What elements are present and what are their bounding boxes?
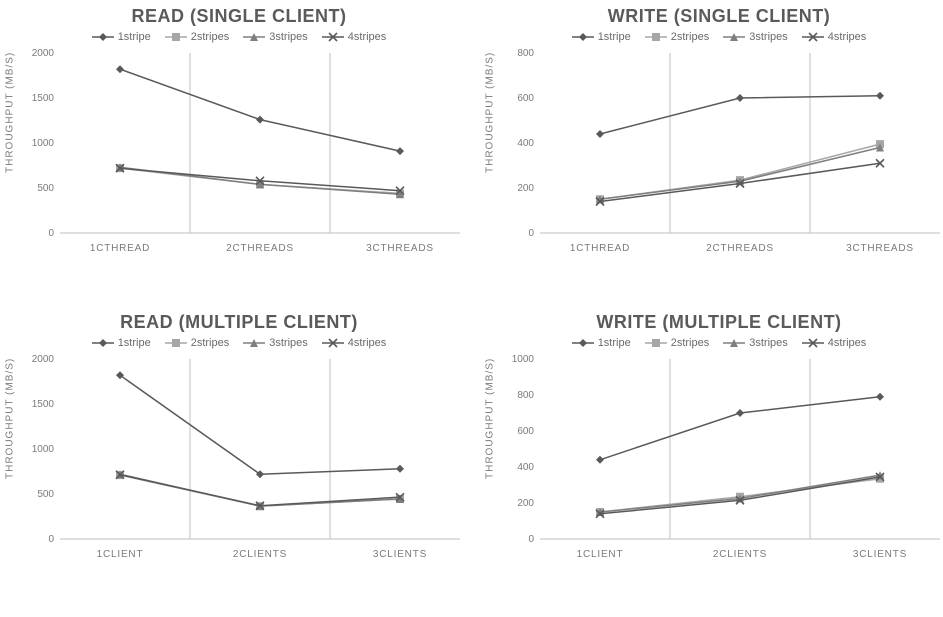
chart-title: WRITE (MULTIPLE CLIENT) bbox=[596, 312, 841, 333]
legend-label: 4stripes bbox=[828, 337, 867, 349]
y-axis-label: THROUGHPUT (MB/S) bbox=[485, 52, 496, 173]
legend-item-4stripes: 4stripes bbox=[322, 337, 387, 349]
legend-label: 1stripe bbox=[598, 337, 631, 349]
chart-grid: READ (SINGLE CLIENT) 1stripe 2stripes 3str… bbox=[0, 0, 943, 617]
svg-text:1CTHREAD: 1CTHREAD bbox=[570, 243, 630, 254]
legend-item-2stripes: 2stripes bbox=[645, 31, 710, 43]
legend-label: 2stripes bbox=[191, 337, 230, 349]
chart-area: THROUGHPUT (MB/S) 0 500 1000 1500 2000 1CLIE… bbox=[8, 351, 470, 608]
legend-item-2stripes: 2stripes bbox=[165, 31, 230, 43]
svg-text:1CLIENT: 1CLIENT bbox=[577, 549, 624, 560]
panel-read-single: READ (SINGLE CLIENT) 1stripe 2stripes 3str… bbox=[8, 6, 470, 302]
y-axis-label: THROUGHPUT (MB/S) bbox=[485, 357, 496, 478]
svg-text:200: 200 bbox=[517, 498, 534, 509]
svg-text:500: 500 bbox=[37, 489, 54, 500]
chart-svg: 0 500 1000 1500 2000 1CTHREAD 2CTHREADS 3CTHRE… bbox=[8, 45, 470, 261]
chart-area: THROUGHPUT (MB/S) 0 200 400 600 800 1000 1CLI… bbox=[488, 351, 943, 608]
legend-label: 1stripe bbox=[118, 337, 151, 349]
legend: 1stripe 2stripes 3stripes 4stripes bbox=[572, 31, 867, 43]
chart-title: READ (MULTIPLE CLIENT) bbox=[120, 312, 358, 333]
svg-text:3CLIENTS: 3CLIENTS bbox=[853, 549, 907, 560]
legend-item-1stripe: 1stripe bbox=[92, 337, 151, 349]
svg-text:3CTHREADS: 3CTHREADS bbox=[846, 243, 914, 254]
svg-text:0: 0 bbox=[48, 534, 54, 545]
legend-label: 4stripes bbox=[828, 31, 867, 43]
legend-item-4stripes: 4stripes bbox=[802, 337, 867, 349]
y-axis-label: THROUGHPUT (MB/S) bbox=[5, 52, 16, 173]
chart-area: THROUGHPUT (MB/S) 0 500 1000 1500 2000 1CTHR… bbox=[8, 45, 470, 302]
legend-label: 4stripes bbox=[348, 337, 387, 349]
svg-text:0: 0 bbox=[528, 534, 534, 545]
svg-text:3CLIENTS: 3CLIENTS bbox=[373, 549, 427, 560]
legend-item-1stripe: 1stripe bbox=[92, 31, 151, 43]
legend-item-1stripe: 1stripe bbox=[572, 337, 631, 349]
chart-title: WRITE (SINGLE CLIENT) bbox=[608, 6, 830, 27]
svg-text:1CTHREAD: 1CTHREAD bbox=[90, 243, 150, 254]
svg-text:600: 600 bbox=[517, 93, 534, 104]
legend-label: 3stripes bbox=[749, 337, 788, 349]
legend-item-1stripe: 1stripe bbox=[572, 31, 631, 43]
svg-text:0: 0 bbox=[528, 228, 534, 239]
panel-write-single: WRITE (SINGLE CLIENT) 1stripe 2stripes 3st… bbox=[488, 6, 943, 302]
legend-item-3stripes: 3stripes bbox=[723, 31, 788, 43]
legend-label: 4stripes bbox=[348, 31, 387, 43]
legend: 1stripe 2stripes 3stripes 4stripes bbox=[572, 337, 867, 349]
legend-item-3stripes: 3stripes bbox=[243, 31, 308, 43]
svg-text:1500: 1500 bbox=[32, 399, 55, 410]
legend-label: 3stripes bbox=[269, 31, 308, 43]
svg-text:1CLIENT: 1CLIENT bbox=[97, 549, 144, 560]
legend: 1stripe 2stripes 3stripes 4stripes bbox=[92, 337, 387, 349]
legend-label: 1stripe bbox=[118, 31, 151, 43]
chart-area: THROUGHPUT (MB/S) 0 200 400 600 800 1CTHREAD… bbox=[488, 45, 943, 302]
legend-label: 2stripes bbox=[671, 31, 710, 43]
svg-text:2CTHREADS: 2CTHREADS bbox=[226, 243, 294, 254]
svg-text:1000: 1000 bbox=[32, 444, 55, 455]
chart-svg: 0 500 1000 1500 2000 1CLIENT 2CLIENTS 3CLIENTS bbox=[8, 351, 470, 567]
panel-write-multiple: WRITE (MULTIPLE CLIENT) 1stripe 2stripes 3… bbox=[488, 312, 943, 608]
svg-text:400: 400 bbox=[517, 462, 534, 473]
legend-label: 2stripes bbox=[191, 31, 230, 43]
legend-label: 3stripes bbox=[749, 31, 788, 43]
panel-read-multiple: READ (MULTIPLE CLIENT) 1stripe 2stripes 3s… bbox=[8, 312, 470, 608]
svg-text:1000: 1000 bbox=[512, 354, 535, 365]
svg-text:500: 500 bbox=[37, 183, 54, 194]
svg-text:2CLIENTS: 2CLIENTS bbox=[233, 549, 287, 560]
svg-text:2000: 2000 bbox=[32, 48, 55, 59]
chart-svg: 0 200 400 600 800 1CTHREAD 2CTHREADS 3CTHREADS bbox=[488, 45, 943, 261]
svg-text:1000: 1000 bbox=[32, 138, 55, 149]
legend-item-3stripes: 3stripes bbox=[243, 337, 308, 349]
svg-text:400: 400 bbox=[517, 138, 534, 149]
legend-item-2stripes: 2stripes bbox=[165, 337, 230, 349]
svg-text:0: 0 bbox=[48, 228, 54, 239]
svg-text:200: 200 bbox=[517, 183, 534, 194]
svg-text:2CLIENTS: 2CLIENTS bbox=[713, 549, 767, 560]
legend-item-2stripes: 2stripes bbox=[645, 337, 710, 349]
svg-text:800: 800 bbox=[517, 390, 534, 401]
svg-text:3CTHREADS: 3CTHREADS bbox=[366, 243, 434, 254]
chart-title: READ (SINGLE CLIENT) bbox=[132, 6, 347, 27]
svg-text:2CTHREADS: 2CTHREADS bbox=[706, 243, 774, 254]
y-axis-label: THROUGHPUT (MB/S) bbox=[5, 357, 16, 478]
legend-item-4stripes: 4stripes bbox=[802, 31, 867, 43]
svg-text:1500: 1500 bbox=[32, 93, 55, 104]
svg-text:600: 600 bbox=[517, 426, 534, 437]
chart-svg: 0 200 400 600 800 1000 1CLIENT 2CLIENTS 3CLIENT… bbox=[488, 351, 943, 567]
legend: 1stripe 2stripes 3stripes 4stripes bbox=[92, 31, 387, 43]
legend-label: 3stripes bbox=[269, 337, 308, 349]
legend-label: 2stripes bbox=[671, 337, 710, 349]
legend-label: 1stripe bbox=[598, 31, 631, 43]
svg-text:800: 800 bbox=[517, 48, 534, 59]
legend-item-4stripes: 4stripes bbox=[322, 31, 387, 43]
legend-item-3stripes: 3stripes bbox=[723, 337, 788, 349]
svg-text:2000: 2000 bbox=[32, 354, 55, 365]
